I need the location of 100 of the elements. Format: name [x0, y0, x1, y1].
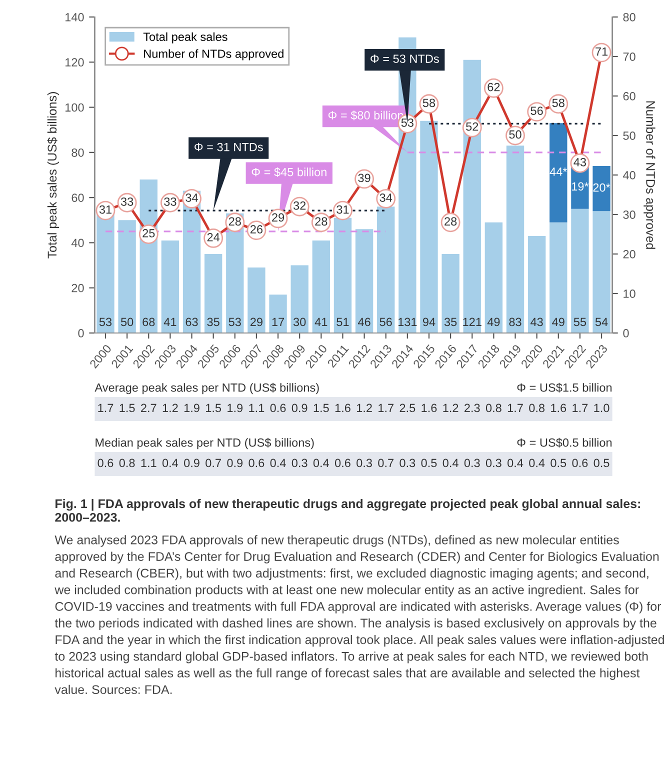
text: 0.4: [162, 458, 178, 468]
text: 2.7: [141, 404, 156, 412]
bar: [528, 236, 546, 333]
data-label: 53: [99, 318, 112, 326]
data-label: 71: [596, 47, 608, 56]
data-label: 52: [466, 122, 478, 131]
text: 0.3: [292, 458, 308, 468]
text: 1.7: [98, 404, 114, 412]
text: 0.3: [464, 458, 480, 468]
data-label: 29: [250, 318, 262, 326]
bar: [355, 229, 374, 333]
y2-tick-label: 0: [623, 329, 629, 338]
text: 2.3: [464, 404, 480, 412]
text: 0.5: [594, 458, 610, 468]
bar: [377, 206, 395, 333]
text: 1.2: [443, 404, 458, 412]
text: 0.9: [184, 458, 200, 468]
data-label: 121: [463, 318, 482, 326]
bar: [161, 240, 180, 333]
text: 0.7: [378, 458, 394, 468]
data-label: 17: [272, 318, 284, 326]
text: 0.4: [529, 458, 545, 468]
data-label: 54: [595, 318, 608, 326]
text: 0.6: [270, 404, 286, 412]
text: 0.6: [572, 458, 588, 468]
data-label: 83: [509, 318, 522, 326]
text: 1.9: [228, 404, 243, 412]
text: We analysed 2023 FDA approvals of new therapeutic drugs (NTDs), defined as new molecular entities approved by the FDA’s Center for Drug Evaluation and Research (CDER) and Center for Biologics Evaluation and Research (CBER), but with two adjustments: first, we excluded diagnostic imaging agents; and second, we included combination products with at least one new molecular entity as an active ingredient. Sales for COVID-19 vaccines and treatments with full FDA approval are indicated with asterisks. Average values (Φ) for the two periods indicated with dashed lines are shown. The analysis is based exclusively on approvals by the FDA and the year in which the first indication approval took place. All peak sales values were inflation-adjusted to 2023 using standard global GDP-based inflators. To arrive at peak sales for each NTD, we reviewed both historical actual sales as well as the full range of forecast sales that are available and selected the highest value. Sources: FDA.: [54, 535, 664, 694]
bar: [550, 222, 568, 333]
text: 1.2: [356, 404, 372, 412]
text: 1.7: [378, 404, 394, 412]
y2-tick-label: 10: [624, 290, 636, 298]
data-label: 44*: [550, 168, 568, 176]
data-label: 58: [422, 98, 436, 108]
data-label: 49: [487, 318, 500, 326]
text: 0.4: [270, 458, 286, 468]
text: Φ = US$1.5 billion: [517, 382, 612, 392]
caption: Fig. 1 | FDA approvals of new therapeutic drugs and aggregate projected peak global annual sales: 2000–2023.: [55, 498, 640, 522]
data-label: 56: [530, 106, 543, 115]
y-tick-label: 140: [66, 13, 84, 22]
text: 1.0: [594, 404, 610, 412]
text: 0.3: [486, 458, 502, 468]
data-label: 63: [186, 318, 198, 326]
data-label: 24: [207, 233, 220, 242]
data-label: 35: [207, 318, 220, 326]
bar: [96, 213, 114, 333]
y2-tick-label: 80: [623, 13, 636, 22]
data-label: 50: [120, 318, 134, 326]
bar: [506, 146, 524, 333]
data-label: 32: [293, 201, 306, 210]
data-label: 34: [380, 194, 392, 202]
data-label: 43: [574, 158, 586, 166]
text: Φ = 31 NTDs: [194, 142, 263, 152]
y2-tick-label: 20: [623, 250, 636, 258]
text: 0.9: [227, 458, 243, 468]
data-label: 31: [99, 205, 112, 214]
data-label: 68: [142, 318, 155, 326]
bar: [118, 220, 136, 333]
bar: [463, 60, 481, 333]
data-label: 55: [574, 318, 586, 326]
bar: [484, 222, 503, 333]
text: 1.7: [572, 404, 588, 412]
bar: [269, 294, 287, 333]
bar: [420, 120, 438, 333]
y2-tick-label: 40: [622, 171, 636, 180]
text: 1.6: [422, 404, 437, 412]
text: 1.5: [314, 404, 329, 412]
data-label: 33: [164, 197, 176, 206]
y2-tick-label: 60: [623, 92, 636, 100]
text: Φ = $80 billion: [328, 110, 404, 120]
data-label: 41: [164, 318, 176, 326]
data-label: 33: [120, 197, 134, 206]
data-label: 62: [488, 82, 500, 92]
text: 0.8: [119, 458, 135, 468]
text: 2.5: [400, 404, 416, 412]
text: 1.7: [508, 404, 523, 412]
bar: [592, 166, 610, 212]
data-label: 28: [228, 217, 241, 226]
text: 0.8: [529, 404, 545, 412]
bar: [571, 208, 589, 333]
text: Average peak sales per NTD (US$ billions): [94, 382, 319, 394]
data-label: 50: [509, 130, 522, 139]
data-label: 25: [142, 229, 155, 238]
data-label: 26: [250, 225, 263, 234]
text: 0.7: [206, 458, 221, 468]
text: Φ = US$0.5 billion: [517, 438, 612, 448]
y2-axis-title: Number of NTDs approved: [644, 101, 656, 249]
text: 0.6: [334, 458, 350, 468]
data-label: 49: [552, 318, 564, 326]
legend-label: Total peak sales: [143, 32, 228, 44]
text: 1.5: [206, 404, 222, 412]
text: 0.4: [313, 458, 330, 468]
data-label: 56: [380, 318, 392, 326]
bar: [204, 254, 222, 333]
text: 1.5: [120, 404, 135, 412]
text: Φ = $45 billion: [252, 167, 326, 177]
text: 0.5: [550, 458, 566, 468]
data-label: 39: [358, 174, 370, 182]
text: 0.6: [248, 458, 264, 468]
data-label: 30: [293, 318, 306, 326]
